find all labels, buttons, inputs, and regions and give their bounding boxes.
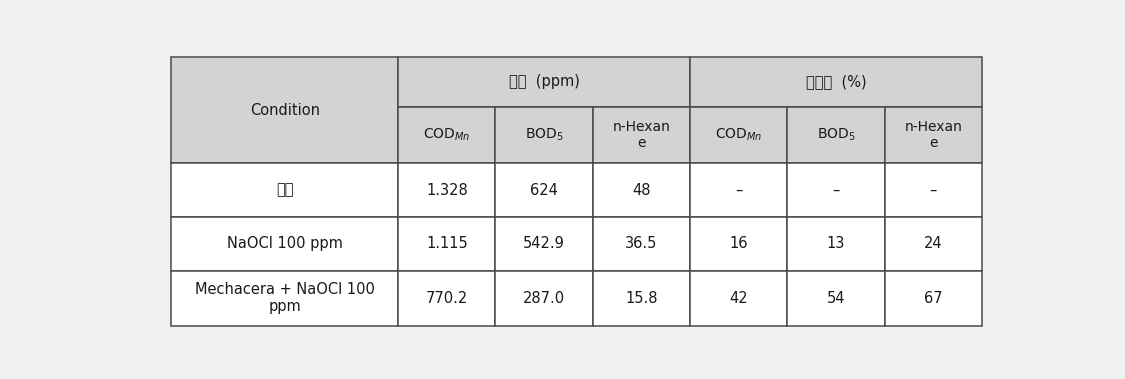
Text: COD$_{Mn}$: COD$_{Mn}$: [423, 127, 470, 143]
Text: 624: 624: [530, 183, 558, 197]
Text: 48: 48: [632, 183, 650, 197]
Bar: [788, 271, 884, 326]
Text: –: –: [832, 183, 839, 197]
Bar: [398, 107, 495, 163]
Bar: [495, 163, 593, 217]
Bar: [884, 107, 982, 163]
Bar: [788, 217, 884, 271]
Bar: [593, 217, 690, 271]
Text: 1.328: 1.328: [426, 183, 468, 197]
Text: n-Hexan
e: n-Hexan e: [612, 120, 670, 150]
Text: 15.8: 15.8: [626, 291, 658, 305]
Bar: [495, 107, 593, 163]
Bar: [495, 271, 593, 326]
Bar: [690, 163, 788, 217]
Bar: [593, 107, 690, 163]
Text: –: –: [735, 183, 742, 197]
Bar: [398, 271, 495, 326]
Bar: [884, 217, 982, 271]
Text: 67: 67: [924, 291, 943, 305]
Text: 원수: 원수: [276, 183, 294, 197]
Text: 13: 13: [827, 236, 845, 251]
Bar: [495, 217, 593, 271]
Text: n-Hexan
e: n-Hexan e: [904, 120, 962, 150]
Text: NaOCl 100 ppm: NaOCl 100 ppm: [227, 236, 343, 251]
Text: 770.2: 770.2: [425, 291, 468, 305]
Bar: [171, 57, 398, 163]
Text: 농도  (ppm): 농도 (ppm): [508, 75, 579, 89]
Text: 24: 24: [924, 236, 943, 251]
Text: 287.0: 287.0: [523, 291, 565, 305]
Bar: [788, 107, 884, 163]
Text: 16: 16: [729, 236, 748, 251]
Bar: [788, 163, 884, 217]
Text: 42: 42: [729, 291, 748, 305]
Bar: [171, 217, 398, 271]
Bar: [690, 107, 788, 163]
Bar: [171, 163, 398, 217]
Text: 36.5: 36.5: [626, 236, 658, 251]
Text: COD$_{Mn}$: COD$_{Mn}$: [716, 127, 763, 143]
Bar: [690, 57, 982, 107]
Text: 542.9: 542.9: [523, 236, 565, 251]
Bar: [398, 163, 495, 217]
Text: Condition: Condition: [250, 103, 320, 117]
Text: BOD$_{5}$: BOD$_{5}$: [524, 127, 564, 143]
Text: Mechacera + NaOCl 100
ppm: Mechacera + NaOCl 100 ppm: [195, 282, 375, 314]
Bar: [884, 163, 982, 217]
Text: BOD$_{5}$: BOD$_{5}$: [817, 127, 855, 143]
Bar: [171, 271, 398, 326]
Bar: [593, 163, 690, 217]
Bar: [398, 57, 690, 107]
Text: 제거율  (%): 제거율 (%): [806, 75, 866, 89]
Bar: [884, 271, 982, 326]
Text: –: –: [929, 183, 937, 197]
Text: 54: 54: [827, 291, 845, 305]
Bar: [690, 271, 788, 326]
Bar: [398, 217, 495, 271]
Bar: [593, 271, 690, 326]
Text: 1.115: 1.115: [426, 236, 468, 251]
Bar: [690, 217, 788, 271]
